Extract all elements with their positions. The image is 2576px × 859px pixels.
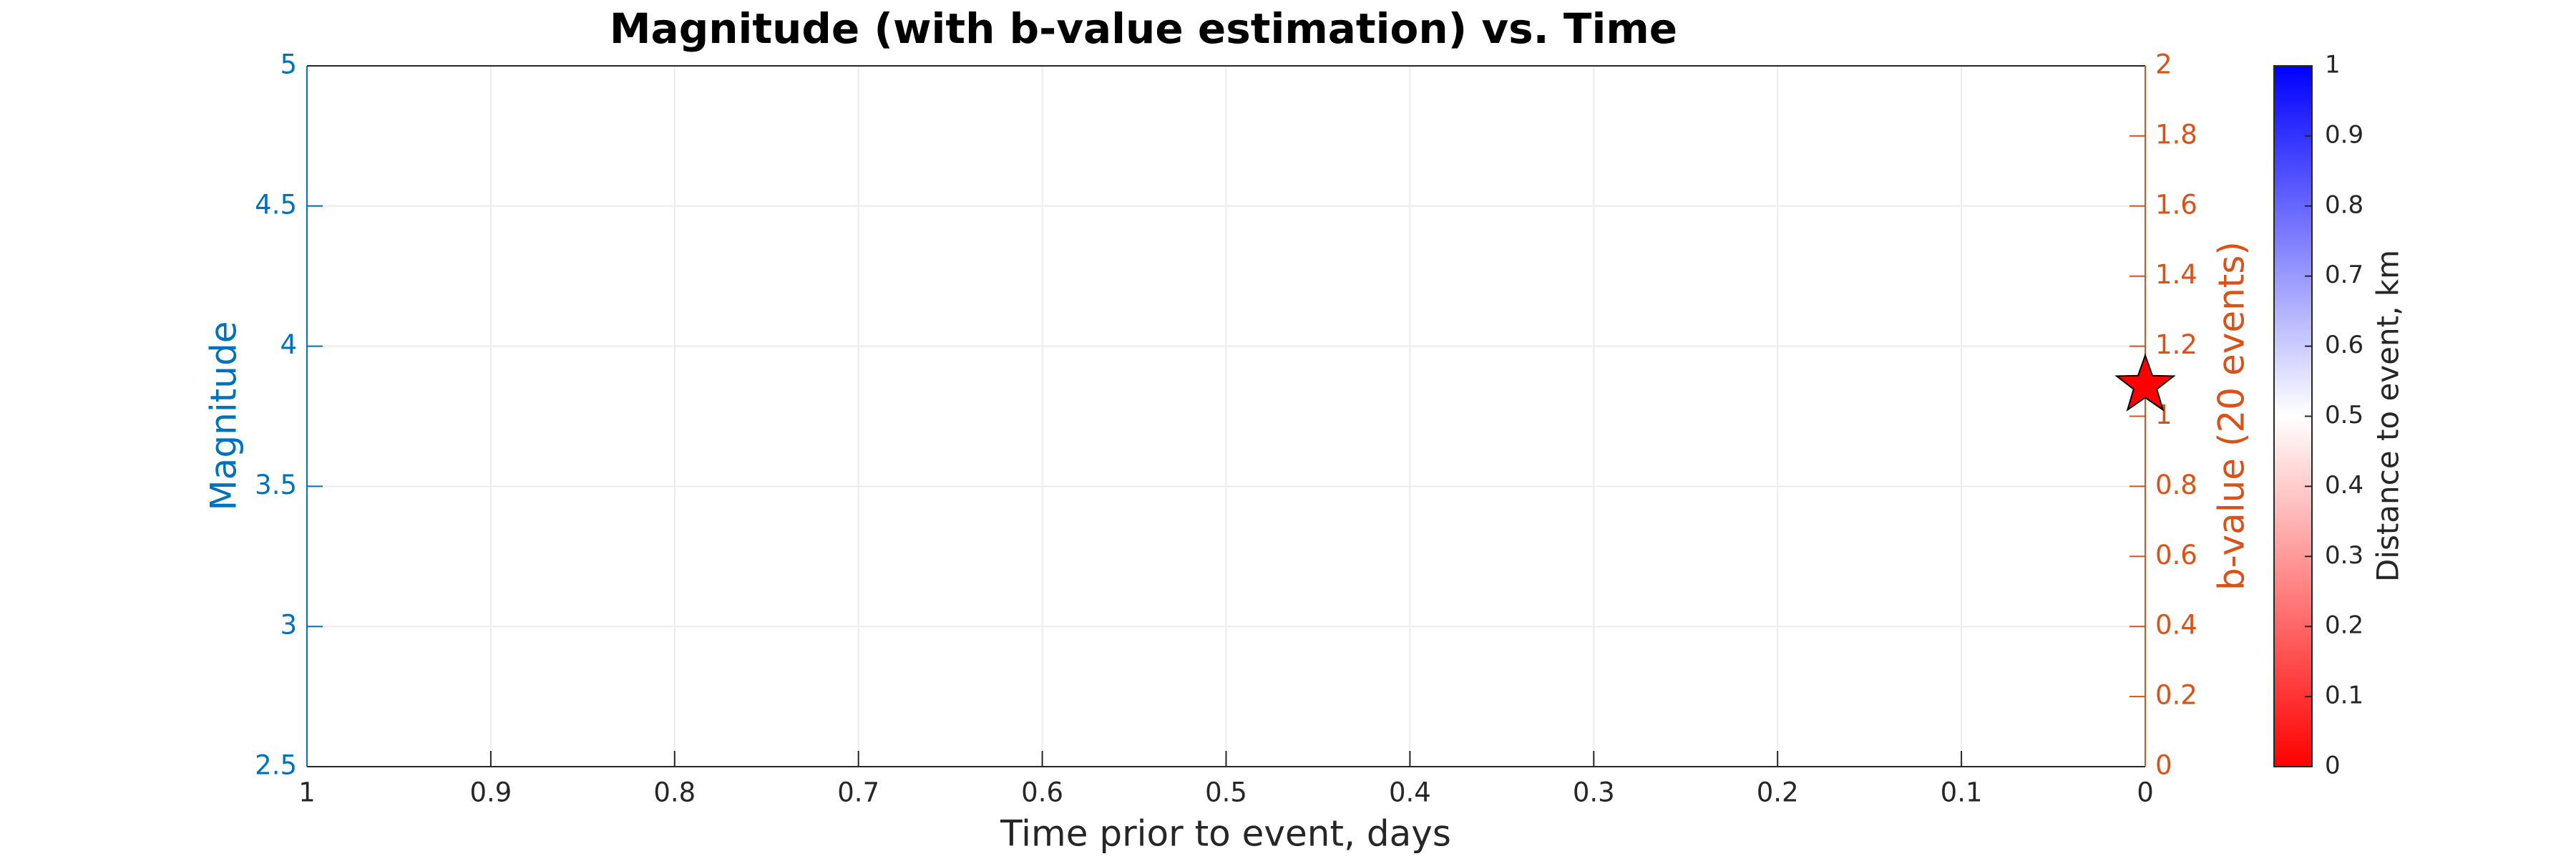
- y2-tick-label: 0.8: [2155, 470, 2197, 500]
- y2-tick-label: 1.6: [2155, 189, 2197, 220]
- chart-title: Magnitude (with b-value estimation) vs. …: [610, 4, 1677, 53]
- x-tick-label: 0.7: [837, 777, 879, 808]
- colorbar-tick-label: 1: [2325, 51, 2341, 79]
- x-tick-label: 0.4: [1389, 777, 1431, 808]
- colorbar-tick-label: 0.4: [2325, 471, 2363, 500]
- x-tick-label: 1: [298, 777, 316, 808]
- x-tick-label: 0.5: [1205, 777, 1247, 808]
- colorbar-tick-label: 0.9: [2325, 120, 2363, 149]
- colorbar-tick-label: 0.1: [2325, 681, 2363, 710]
- y2-tick-label: 1.8: [2155, 119, 2197, 150]
- x-tick-label: 0.6: [1021, 777, 1063, 808]
- x-tick-label: 0.8: [653, 777, 696, 808]
- colorbar-tick-label: 0.5: [2325, 401, 2363, 430]
- event-marker: [2114, 353, 2176, 412]
- y2-tick-label: 0.4: [2155, 610, 2197, 641]
- y2-tick-label: 0.6: [2155, 540, 2197, 571]
- y2-tick-label: 1.2: [2155, 329, 2197, 360]
- colorbar-tick-label: 0.6: [2325, 331, 2363, 359]
- x-tick-label: 0.9: [469, 777, 512, 808]
- y-tick-label: 3: [280, 610, 297, 641]
- y2-axis-label: b-value (20 events): [2211, 241, 2253, 591]
- y-tick-label: 4: [280, 329, 297, 360]
- colorbar-tick-label: 0.2: [2325, 611, 2363, 640]
- colorbar-tick-label: 0.8: [2325, 190, 2363, 219]
- colorbar-tick-label: 0.3: [2325, 541, 2363, 570]
- y2-tick-label: 2: [2155, 49, 2172, 80]
- x-tick-label: 0: [2137, 777, 2154, 808]
- y2-tick-label: 1.4: [2155, 259, 2197, 290]
- colorbar-tick-label: 0.7: [2325, 261, 2363, 289]
- y2-tick-label: 0.2: [2155, 680, 2197, 711]
- colorbar-label: Distance to event, km: [2371, 250, 2406, 582]
- y-tick-label: 2.5: [255, 750, 297, 781]
- y2-tick-label: 0: [2155, 750, 2172, 781]
- colorbar-tick-label: 0: [2325, 752, 2341, 780]
- x-tick-label: 0.1: [1941, 777, 1983, 808]
- y-tick-label: 5: [280, 49, 297, 80]
- y-tick-label: 3.5: [255, 470, 297, 500]
- y-tick-label: 4.5: [255, 189, 297, 220]
- x-tick-label: 0.2: [1757, 777, 1799, 808]
- x-axis-label: Time prior to event, days: [1000, 813, 1451, 855]
- x-tick-label: 0.3: [1573, 777, 1615, 808]
- y-axis-label: Magnitude: [203, 321, 245, 511]
